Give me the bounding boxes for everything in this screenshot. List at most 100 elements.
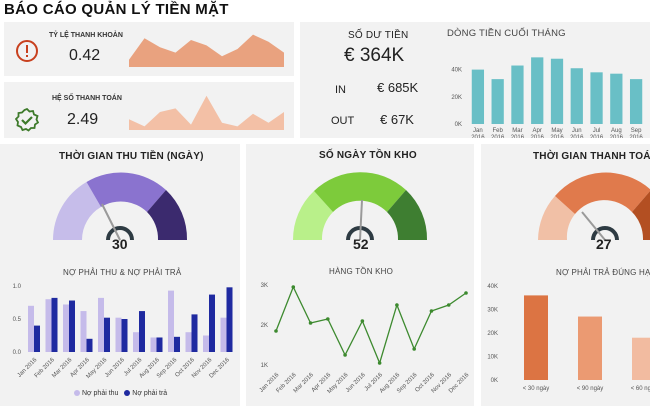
inventory-point [377, 361, 382, 365]
x-tick-label: Jul [593, 128, 601, 134]
inventory-point [291, 285, 296, 289]
receivable-bar [98, 297, 104, 352]
cashflow-bar [550, 58, 564, 124]
payable-bar [104, 317, 110, 352]
legend-receivable: Nợ phải thu [81, 390, 119, 397]
y-tick-label: 2K [261, 323, 268, 329]
collection-gauge [53, 172, 188, 241]
payable-bar [34, 325, 40, 352]
inventory-point [274, 329, 278, 333]
gauge-value: 30 [112, 236, 128, 252]
cashflow-bar [511, 65, 524, 124]
x-tick-label: Mar [512, 128, 522, 134]
out-label: OUT [331, 115, 355, 127]
y-tick-label: 0.5 [13, 317, 22, 323]
cashflow-bar [610, 73, 623, 124]
inventory-point [308, 321, 313, 325]
inventory-point [326, 317, 330, 321]
gauge-value: 27 [596, 236, 612, 252]
payable-bar [69, 300, 75, 352]
payable-bar [209, 294, 215, 352]
y-tick-label: 20K [451, 95, 462, 101]
kpi-panel-payment: HỆ SỐ THANH TOÁN 2.49 [4, 82, 294, 138]
cashflow-chart-title: DÒNG TIỀN CUỐI THÁNG [447, 28, 566, 39]
x-tick-label: < 30 ngày [523, 386, 550, 392]
gauge-title: THỜI GIAN THU TIỀN (NGÀY) [59, 151, 204, 162]
legend-swatch-payable [124, 390, 131, 397]
x-tick-label: 2016 [590, 135, 604, 138]
balance-amount: € 364K [344, 45, 405, 66]
y-tick-label: 20K [487, 331, 498, 337]
warning-circle-icon [16, 40, 38, 62]
balance-title: SỐ DƯ TIỀN [348, 30, 409, 41]
x-tick-label: < 90 ngày [577, 386, 604, 392]
receivable-bar [220, 317, 227, 352]
y-tick-label: 0.0 [13, 350, 22, 356]
y-tick-label: 10K [487, 355, 498, 361]
cashflow-bar [629, 79, 643, 124]
receivable-bar [45, 299, 52, 352]
inventory-point [343, 353, 347, 357]
x-tick-label: 2016 [471, 135, 485, 138]
gauge-segment [314, 172, 406, 212]
x-tick-label: Aug [611, 128, 622, 134]
gauge-segment [147, 190, 188, 240]
x-tick-label: 2016 [629, 135, 643, 138]
x-tick-label: < 60 ngày [631, 386, 650, 392]
ontime-bar [632, 337, 650, 380]
chart-subtitle: HÀNG TỒN KHO [329, 267, 394, 276]
gauge-segment [555, 172, 650, 214]
legend-swatch-receivable [74, 390, 80, 397]
receivable-bar [168, 290, 174, 352]
x-tick-label: Apr [533, 128, 542, 134]
gauge-title: SỐ NGÀY TỒN KHO [319, 150, 417, 161]
y-tick-label: 0K [455, 122, 462, 128]
inventory-point [464, 291, 468, 295]
receivable-bar [203, 335, 209, 352]
payable-bar [51, 297, 58, 352]
chart-subtitle: NỢ PHẢI THU & NỢ PHẢI TRẢ [63, 268, 182, 277]
in-value: € 685K [377, 80, 419, 95]
ontime-bar [524, 295, 548, 380]
payable-bar [156, 337, 163, 352]
x-tick-label: 2016 [511, 135, 525, 138]
sparkline-chart [129, 34, 284, 67]
legend-payable: Nợ phải trả [132, 390, 168, 397]
inventory-point [429, 309, 434, 313]
kpi-value: 0.42 [69, 47, 101, 64]
chart-legend: Nợ phải thu Nợ phải trả [74, 390, 167, 397]
payable-bar [174, 336, 180, 352]
y-tick-label: 1K [261, 363, 268, 369]
x-tick-label: Jun [572, 128, 582, 134]
gauge-value: 52 [353, 236, 369, 252]
payable-bar [191, 314, 198, 352]
sparkline-area [129, 34, 284, 67]
receivable-bar [115, 317, 122, 352]
inventory-gauge [292, 172, 428, 241]
y-tick-label: 0K [491, 378, 498, 384]
cashflow-bar-chart: 0K20K40KJan2016Feb2016Mar2016Apr2016May2… [451, 57, 643, 138]
cashflow-bar [491, 79, 504, 124]
x-tick-label: Jun 2016 [345, 372, 367, 394]
gauge-title: THỜI GIAN THANH TOÁN (NGÀY) [533, 151, 650, 162]
kpi-panel-liquidity: TỶ LỆ THANH KHOẢN 0.42 [4, 22, 294, 76]
inventory-point [412, 347, 416, 351]
receivable-bar [185, 332, 192, 352]
y-tick-label: 30K [487, 308, 498, 314]
x-tick-label: Jun 2016 [104, 357, 126, 379]
ontime-bar-chart: 0K 10K 20K 30K 40K < 30 ngày < 90 ngày < 60 ngà… [487, 284, 650, 392]
x-tick-label: 2016 [550, 135, 564, 138]
x-tick-label: Sep [631, 128, 642, 134]
payment-gauge [538, 172, 650, 241]
chart-subtitle: NỢ PHẢI TRẢ ĐÚNG HẠN [556, 268, 650, 277]
gauge-panel-inventory: SỐ NGÀY TỒN KHO 52 HÀNG TỒN KHO 1K 2K 3K Ja… [246, 144, 474, 406]
y-tick-label: 40K [451, 68, 462, 74]
x-tick-label: Feb [492, 128, 503, 134]
kpi-value: 2.49 [67, 111, 99, 128]
y-tick-label: 3K [261, 283, 268, 289]
gauge-segment [387, 190, 428, 240]
in-label: IN [335, 84, 346, 96]
x-tick-label: 2016 [491, 135, 505, 138]
